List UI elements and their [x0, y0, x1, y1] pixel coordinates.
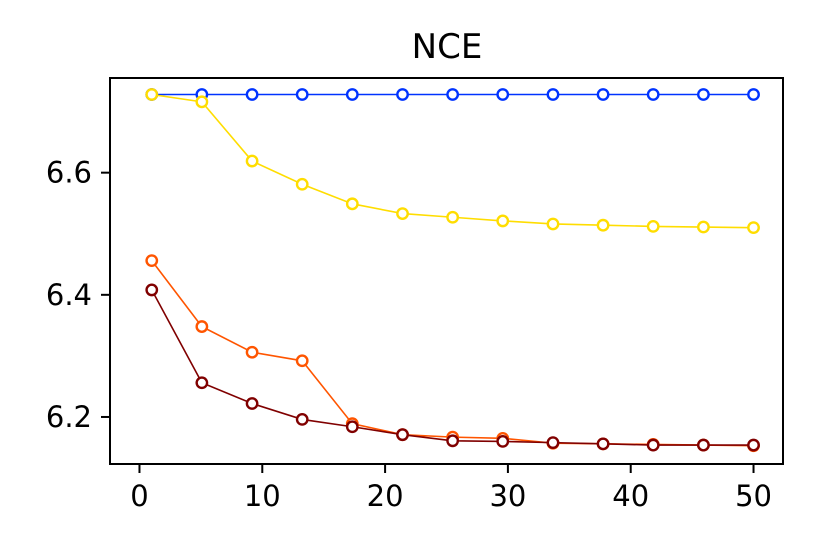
series-yellow-point: [546, 217, 560, 231]
series-darkred-point: [345, 420, 359, 434]
chart-title: NCE: [412, 27, 483, 67]
series-darkred-point: [446, 434, 460, 448]
series-yellow-point: [596, 218, 610, 232]
series-darkred-point: [697, 438, 710, 452]
series-darkred-point: [646, 438, 660, 452]
x-axis: 0 10 20 30 40 50: [130, 464, 772, 513]
series-blue: [145, 88, 760, 101]
series-yellow-point: [496, 214, 510, 228]
y-tick-label: 6.2: [46, 400, 92, 434]
series-orange-point: [295, 354, 309, 368]
series-darkred-point: [546, 436, 560, 450]
x-tick-label: 10: [244, 479, 281, 513]
series-yellow-point: [396, 207, 409, 220]
series-orange-point: [145, 254, 159, 268]
series-yellow-point: [145, 88, 159, 101]
series-orange-point: [245, 345, 259, 359]
series-darkred-line: [151, 289, 754, 446]
series-blue-point: [546, 88, 560, 101]
series-yellow-point: [345, 197, 359, 211]
series-blue-point: [396, 88, 409, 101]
series-yellow-point: [646, 220, 660, 233]
series-darkred-point: [145, 283, 159, 297]
series-blue-point: [697, 88, 710, 101]
series-darkred-point: [496, 434, 510, 448]
series-yellow-point: [697, 220, 710, 234]
series-yellow-point: [195, 95, 209, 109]
series-darkred-point: [396, 428, 409, 442]
plot-frame: [109, 77, 784, 465]
x-tick-label: 50: [735, 479, 772, 513]
series-darkred-point: [747, 438, 760, 452]
series-blue-point: [345, 88, 359, 101]
series-blue-point: [496, 88, 510, 101]
series-blue-point: [245, 88, 259, 101]
x-tick-label: 20: [367, 479, 404, 513]
series-blue-point: [596, 88, 610, 101]
series-blue-point: [446, 88, 460, 101]
series-yellow-point: [446, 210, 460, 224]
x-tick-label: 30: [489, 479, 526, 513]
series-blue-point: [747, 88, 760, 101]
series-orange-line: [151, 260, 754, 447]
series-yellow: [145, 88, 760, 235]
series-yellow-point: [747, 221, 760, 235]
series-yellow-point: [295, 177, 309, 191]
series-yellow-line: [151, 93, 754, 229]
series-group: [145, 88, 760, 453]
series-blue-point: [646, 88, 660, 101]
x-tick-label: 40: [612, 479, 649, 513]
series-blue-point: [295, 88, 309, 101]
series-darkred-point: [195, 376, 209, 390]
series-darkred-point: [596, 437, 610, 451]
series-darkred-point: [245, 397, 259, 410]
series-orange-point: [195, 320, 209, 333]
series-darkred: [145, 283, 760, 452]
x-tick-label: 0: [130, 479, 148, 513]
y-axis: 6.2 6.4 6.6: [46, 156, 110, 434]
y-tick-label: 6.4: [46, 278, 92, 312]
y-tick-label: 6.6: [46, 156, 92, 190]
series-yellow-point: [245, 154, 259, 168]
series-orange: [145, 254, 760, 453]
series-darkred-point: [295, 413, 309, 426]
